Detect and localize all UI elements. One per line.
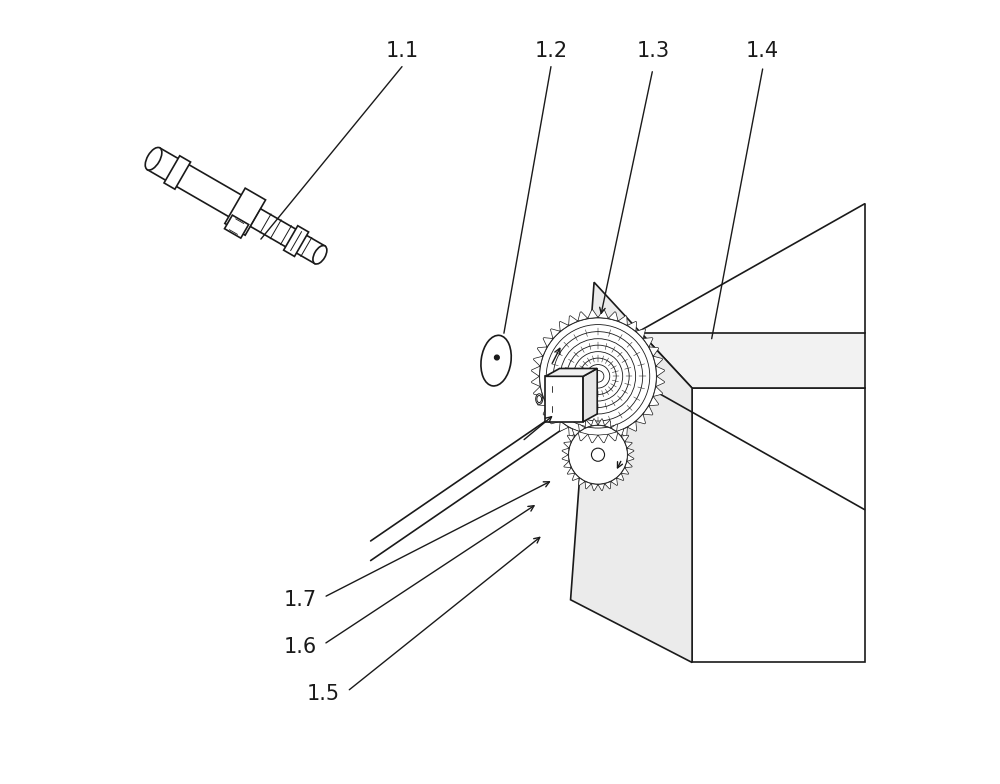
- Polygon shape: [532, 366, 540, 376]
- Polygon shape: [578, 424, 585, 431]
- Polygon shape: [625, 461, 632, 467]
- Ellipse shape: [313, 245, 327, 264]
- Polygon shape: [284, 226, 309, 256]
- Polygon shape: [618, 316, 627, 325]
- Polygon shape: [588, 434, 598, 443]
- Polygon shape: [605, 481, 611, 489]
- Text: 1.1: 1.1: [385, 41, 419, 61]
- Polygon shape: [583, 368, 597, 422]
- Polygon shape: [537, 347, 547, 356]
- Polygon shape: [585, 420, 591, 428]
- Polygon shape: [636, 328, 646, 339]
- Polygon shape: [572, 474, 579, 481]
- Polygon shape: [627, 455, 634, 461]
- Polygon shape: [225, 215, 249, 238]
- Ellipse shape: [145, 147, 162, 170]
- Polygon shape: [559, 421, 569, 431]
- Polygon shape: [617, 429, 624, 436]
- Polygon shape: [641, 333, 865, 388]
- Polygon shape: [164, 156, 191, 189]
- Polygon shape: [598, 419, 605, 426]
- Text: 1.3: 1.3: [636, 41, 669, 61]
- Polygon shape: [636, 414, 646, 424]
- Polygon shape: [562, 448, 569, 455]
- Circle shape: [591, 448, 605, 461]
- Polygon shape: [598, 484, 605, 491]
- Polygon shape: [578, 312, 588, 321]
- Polygon shape: [627, 321, 637, 332]
- Polygon shape: [559, 321, 569, 332]
- Polygon shape: [608, 431, 618, 441]
- Polygon shape: [627, 421, 637, 431]
- Polygon shape: [653, 356, 663, 366]
- Polygon shape: [225, 188, 266, 235]
- Polygon shape: [591, 419, 598, 426]
- Polygon shape: [653, 387, 663, 397]
- Text: 1.2: 1.2: [534, 41, 568, 61]
- Text: 1.5: 1.5: [307, 684, 340, 704]
- Polygon shape: [598, 310, 608, 318]
- Polygon shape: [564, 442, 571, 448]
- Polygon shape: [545, 376, 583, 422]
- Polygon shape: [621, 435, 629, 442]
- Polygon shape: [608, 312, 618, 321]
- Polygon shape: [537, 397, 547, 406]
- Polygon shape: [591, 484, 598, 491]
- Polygon shape: [533, 387, 543, 397]
- Polygon shape: [588, 310, 598, 318]
- Polygon shape: [643, 406, 653, 415]
- Polygon shape: [572, 429, 579, 436]
- Polygon shape: [533, 356, 543, 366]
- Circle shape: [495, 355, 499, 360]
- Polygon shape: [578, 431, 588, 441]
- Ellipse shape: [536, 394, 543, 405]
- Polygon shape: [550, 414, 560, 424]
- Circle shape: [568, 425, 628, 485]
- Polygon shape: [617, 474, 624, 481]
- Polygon shape: [643, 338, 653, 347]
- Polygon shape: [569, 427, 578, 437]
- Polygon shape: [567, 467, 575, 474]
- Ellipse shape: [537, 395, 542, 403]
- Polygon shape: [569, 316, 578, 325]
- Polygon shape: [621, 467, 629, 474]
- Polygon shape: [147, 148, 248, 220]
- Polygon shape: [598, 434, 608, 443]
- Text: 1.4: 1.4: [746, 41, 779, 61]
- Polygon shape: [571, 282, 692, 662]
- Polygon shape: [585, 481, 591, 489]
- Circle shape: [539, 318, 657, 435]
- Polygon shape: [605, 420, 611, 428]
- Polygon shape: [656, 366, 664, 376]
- Polygon shape: [627, 448, 634, 455]
- Polygon shape: [567, 435, 575, 442]
- Polygon shape: [543, 406, 553, 415]
- Polygon shape: [649, 397, 659, 406]
- Text: 1.7: 1.7: [284, 590, 317, 610]
- Polygon shape: [240, 203, 325, 263]
- Polygon shape: [578, 478, 585, 485]
- Polygon shape: [692, 388, 865, 662]
- Text: 1.6: 1.6: [283, 637, 317, 657]
- Polygon shape: [618, 427, 627, 437]
- Polygon shape: [649, 347, 659, 356]
- Polygon shape: [564, 461, 571, 467]
- Polygon shape: [656, 376, 664, 387]
- Polygon shape: [611, 478, 618, 485]
- Polygon shape: [545, 368, 597, 376]
- Ellipse shape: [234, 198, 250, 221]
- Polygon shape: [625, 442, 632, 448]
- Polygon shape: [562, 455, 569, 461]
- Polygon shape: [611, 424, 618, 431]
- Ellipse shape: [481, 336, 511, 386]
- Polygon shape: [550, 328, 560, 339]
- Polygon shape: [532, 376, 540, 387]
- Polygon shape: [543, 338, 553, 347]
